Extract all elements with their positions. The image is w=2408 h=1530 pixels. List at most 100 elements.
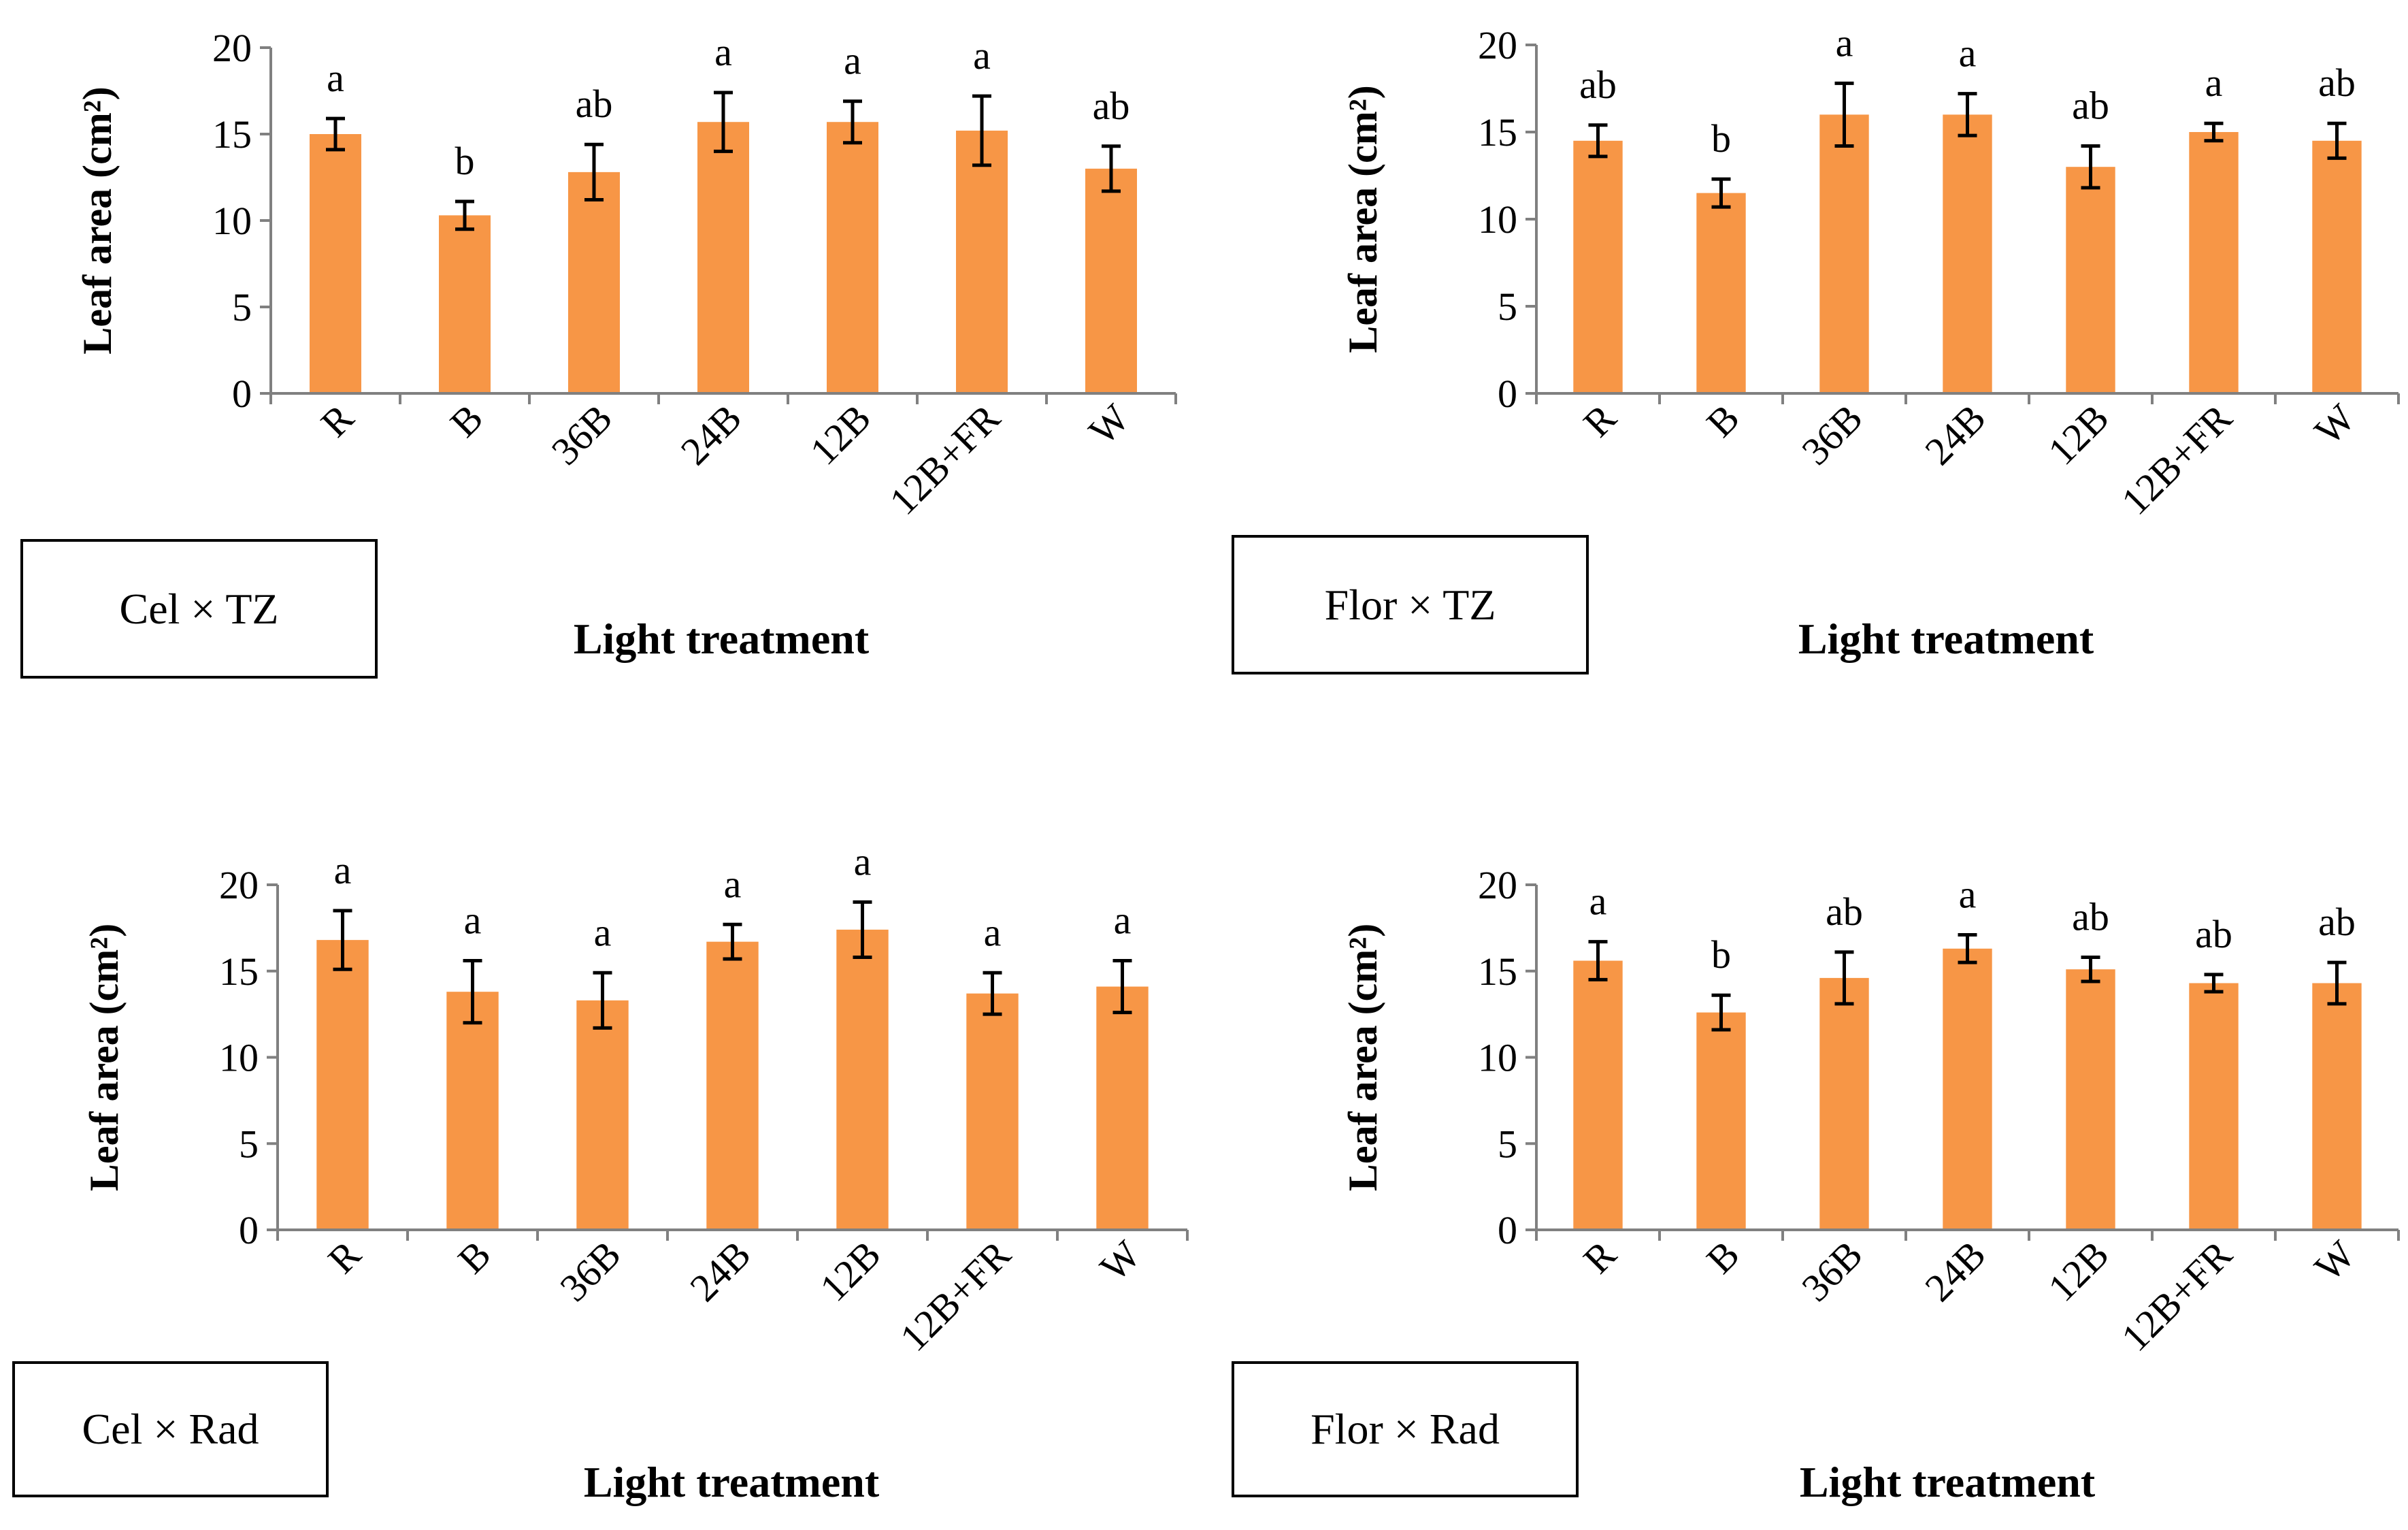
y-tick-label: 5 xyxy=(239,1122,259,1166)
bar xyxy=(836,929,889,1230)
significance-letter: a xyxy=(1589,879,1607,924)
error-bar xyxy=(2327,121,2347,160)
error-bar xyxy=(584,142,604,202)
significance-letter: a xyxy=(973,33,991,78)
significance-letter: a xyxy=(327,56,344,100)
error-bar xyxy=(2204,121,2224,143)
bar xyxy=(2312,983,2362,1230)
x-tick-label: B xyxy=(1698,395,1747,445)
y-tick-label: 5 xyxy=(232,285,252,329)
bar xyxy=(1943,948,1992,1230)
panel-label-box: Cel × Rad xyxy=(12,1361,329,1497)
significance-letter: a xyxy=(1114,898,1132,943)
x-tick-label: 12B+FR xyxy=(2113,395,2241,523)
bar xyxy=(316,940,369,1230)
x-tick-label: B xyxy=(1698,1232,1747,1282)
bar xyxy=(310,134,361,393)
error-bar xyxy=(1834,81,1854,148)
significance-letter: a xyxy=(334,848,352,892)
error-bar xyxy=(1588,123,1608,159)
error-bar xyxy=(2081,144,2100,190)
y-axis-title: Leaf area (cm²) xyxy=(1340,924,1385,1191)
y-axis-title: Leaf area (cm²) xyxy=(75,86,120,354)
significance-letter: ab xyxy=(1826,890,1863,934)
x-tick-label: 12B+FR xyxy=(2113,1232,2241,1360)
x-tick-label: 24B xyxy=(672,395,750,473)
significance-letter: ab xyxy=(1579,63,1617,107)
error-bar xyxy=(1588,940,1608,981)
bar xyxy=(446,992,499,1230)
error-bar xyxy=(2081,955,2100,983)
error-bar xyxy=(326,116,345,152)
bar xyxy=(697,122,749,393)
x-tick-label: R xyxy=(312,395,363,446)
x-tick-label: 36B xyxy=(551,1232,629,1309)
error-bar xyxy=(843,99,862,145)
y-axis-title: Leaf area (cm²) xyxy=(82,924,127,1191)
bar xyxy=(1819,114,1869,393)
error-bar xyxy=(593,971,612,1030)
significance-letter: b xyxy=(1711,932,1731,977)
y-tick-label: 0 xyxy=(1498,1208,1517,1252)
bar xyxy=(439,215,491,393)
x-axis-title: Light treatment xyxy=(1800,1458,2096,1506)
error-bar xyxy=(1958,933,1977,964)
bar xyxy=(568,172,620,393)
x-tick-label: W xyxy=(2306,395,2364,453)
y-tick-label: 15 xyxy=(1478,949,1517,994)
error-bar xyxy=(714,91,733,153)
x-tick-label: R xyxy=(1574,395,1625,446)
bar xyxy=(2312,140,2362,394)
x-tick-label: 12B+FR xyxy=(881,395,1009,523)
significance-letter: ab xyxy=(2318,900,2356,944)
error-bar xyxy=(455,199,474,231)
x-tick-label: R xyxy=(1574,1232,1625,1282)
y-tick-label: 10 xyxy=(1478,1036,1517,1080)
error-bar xyxy=(1102,144,1121,193)
bar xyxy=(2189,132,2239,393)
y-tick-label: 20 xyxy=(1478,23,1517,67)
error-bar xyxy=(983,971,1002,1016)
significance-letter: a xyxy=(1836,20,1853,65)
bar xyxy=(706,941,759,1230)
x-tick-label: B xyxy=(449,1232,499,1282)
y-tick-label: 10 xyxy=(212,199,252,243)
y-tick-label: 0 xyxy=(1498,372,1517,416)
bar xyxy=(2066,969,2115,1230)
significance-letter: a xyxy=(844,39,861,83)
bar xyxy=(1085,168,1137,394)
error-bar xyxy=(853,900,872,959)
x-tick-label: W xyxy=(1081,395,1138,453)
bar xyxy=(576,1000,629,1230)
bar xyxy=(1696,1012,1746,1230)
significance-letter: a xyxy=(2205,61,2223,105)
significance-letter: b xyxy=(1711,116,1731,161)
y-tick-label: 5 xyxy=(1498,1122,1517,1166)
error-bar xyxy=(1112,959,1132,1015)
significance-letter: ab xyxy=(1093,84,1130,128)
x-tick-label: B xyxy=(442,395,491,445)
y-axis-title: Leaf area (cm²) xyxy=(1340,85,1385,353)
significance-letter: ab xyxy=(576,82,613,126)
y-tick-label: 0 xyxy=(239,1208,259,1252)
x-axis-title: Light treatment xyxy=(584,1458,880,1506)
x-tick-label: 12B xyxy=(2039,395,2117,473)
panel-label-box: Flor × TZ xyxy=(1232,535,1589,674)
bar xyxy=(1096,986,1149,1230)
x-tick-label: 12B xyxy=(2039,1232,2117,1309)
x-tick-label: 36B xyxy=(1793,1232,1870,1309)
chart-svg-flor-rad: a Rb Bab 36B a 24B ab 12B ab 12B+FR ab W 0 5 10 15 20 Lea… xyxy=(1340,863,2400,1506)
x-tick-label: 12B+FR xyxy=(891,1232,1019,1360)
y-tick-label: 20 xyxy=(219,863,259,907)
bar xyxy=(1573,140,1623,394)
bar xyxy=(1943,114,1992,393)
significance-letter: ab xyxy=(2195,912,2232,956)
significance-letter: ab xyxy=(2072,83,2109,127)
panel-label-box: Flor × Rad xyxy=(1232,1361,1579,1497)
x-tick-label: 36B xyxy=(1793,395,1870,473)
y-tick-label: 20 xyxy=(1478,863,1517,907)
y-tick-label: 20 xyxy=(212,26,252,70)
